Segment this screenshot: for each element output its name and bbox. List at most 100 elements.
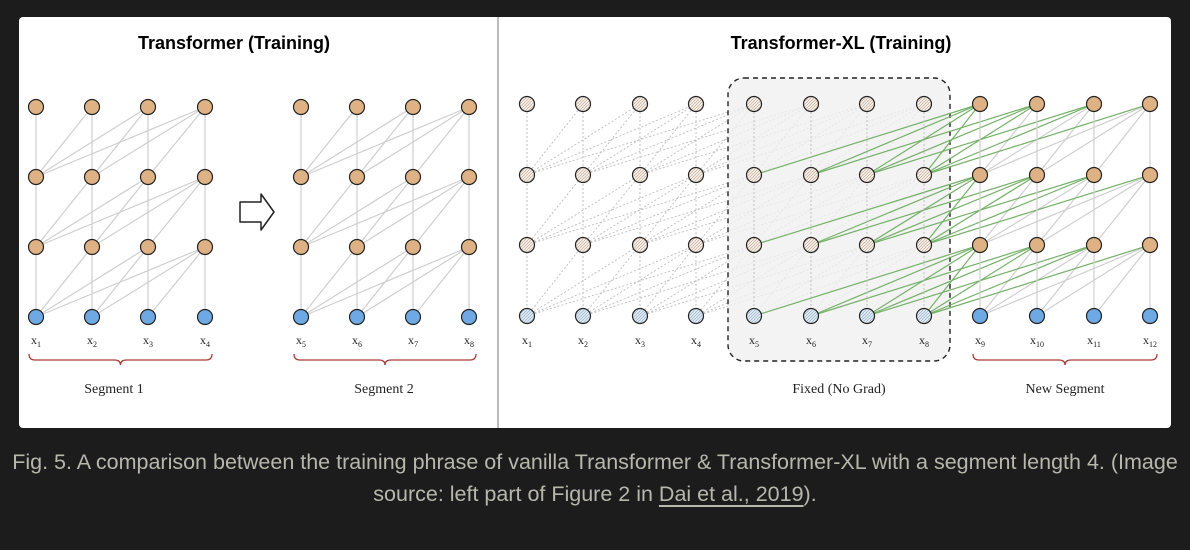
- attention-edge: [300, 106, 358, 178]
- hidden-node: [196, 238, 214, 256]
- attention-edge: [412, 246, 470, 318]
- hatch-overlay: [633, 238, 647, 252]
- hidden-node: [1028, 166, 1046, 184]
- attention-edge: [412, 106, 470, 178]
- attention-edges: [35, 103, 1151, 318]
- cached-memory-edge: [866, 174, 1038, 246]
- memory-edge: [582, 103, 755, 176]
- new-segment-brace: [972, 353, 1158, 366]
- hidden-node: [1028, 236, 1046, 254]
- hidden-node: [348, 238, 366, 256]
- right-panel-title: Transformer-XL (Training): [731, 33, 952, 53]
- hidden-node: [139, 98, 157, 116]
- hidden-node: [27, 238, 45, 256]
- hatch-overlay: [633, 309, 647, 323]
- cached-memory-edge: [923, 244, 1095, 317]
- hidden-node: [404, 238, 422, 256]
- input-node: [139, 308, 157, 326]
- memory-edge: [526, 103, 641, 176]
- hatch-overlay: [576, 168, 590, 182]
- memory-edge: [582, 244, 641, 317]
- attention-edge: [300, 176, 358, 248]
- hatch-overlay: [860, 238, 874, 252]
- hatch-overlay: [860, 168, 874, 182]
- hatch-overlay: [860, 97, 874, 111]
- citation-link[interactable]: Dai et al., 2019: [658, 482, 804, 506]
- input-node: [460, 308, 478, 326]
- attention-edge: [356, 176, 414, 248]
- memory-edge: [695, 174, 755, 246]
- attention-edge: [1093, 244, 1151, 317]
- hidden-node: [1141, 166, 1159, 184]
- memory-edge: [639, 103, 812, 176]
- hatch-overlay: [747, 309, 761, 323]
- attention-edge: [35, 246, 93, 318]
- cached-memory-edge: [923, 103, 1095, 176]
- token-label: x8: [919, 333, 929, 349]
- hidden-node: [460, 168, 478, 186]
- hidden-node: [348, 98, 366, 116]
- hidden-node: [83, 238, 101, 256]
- memory-edge: [639, 174, 697, 246]
- token-label: x7: [408, 333, 418, 349]
- hidden-node: [292, 98, 310, 116]
- token-label: x5: [296, 333, 306, 349]
- memory-edge: [526, 103, 755, 176]
- hatch-overlay: [633, 97, 647, 111]
- token-label: x1: [522, 333, 532, 349]
- input-node: [83, 308, 101, 326]
- vertical-connections: [35, 104, 1151, 317]
- hidden-node: [404, 168, 422, 186]
- hatch-overlay: [689, 238, 703, 252]
- token-label: x3: [635, 333, 645, 349]
- memory-edge: [526, 174, 584, 246]
- hatch-overlay: [520, 238, 534, 252]
- hatch-overlay: [576, 238, 590, 252]
- attention-edge: [35, 106, 93, 178]
- hatch-overlay: [689, 309, 703, 323]
- memory-edge: [526, 103, 697, 176]
- caption-text: Fig. 5. A comparison between the trainin…: [12, 450, 1178, 506]
- cached-memory-edge: [810, 103, 1038, 176]
- input-node: [292, 308, 310, 326]
- hidden-node: [196, 168, 214, 186]
- input-node: [971, 307, 989, 325]
- attention-edge: [412, 176, 470, 248]
- hatch-overlay: [689, 97, 703, 111]
- token-label: x2: [578, 333, 588, 349]
- token-label: x9: [975, 333, 985, 349]
- hidden-node: [460, 98, 478, 116]
- hatch-overlay: [917, 238, 931, 252]
- attention-edge: [91, 176, 149, 248]
- hatch-overlay: [804, 97, 818, 111]
- nodes: [27, 95, 1159, 326]
- hidden-node: [971, 95, 989, 113]
- hatch-overlay: [917, 168, 931, 182]
- attention-edge: [979, 174, 1151, 246]
- hidden-node: [460, 238, 478, 256]
- memory-edge: [526, 174, 755, 246]
- token-labels: x1 x2 x3 x4 x5 x6 x7 x8 x1 x2 x3 x4 x5 x6 x7 x8 x9 x10 x11…: [31, 333, 1157, 349]
- hidden-node: [27, 168, 45, 186]
- attention-edge: [356, 106, 414, 178]
- hidden-node: [83, 168, 101, 186]
- hatch-overlay: [860, 309, 874, 323]
- token-label: x7: [862, 333, 872, 349]
- memory-edge: [526, 244, 641, 317]
- attention-edge: [91, 246, 149, 318]
- memory-edge: [639, 244, 812, 317]
- input-node: [1141, 307, 1159, 325]
- fixed-no-grad-label: Fixed (No Grad): [792, 382, 886, 397]
- input-node: [1085, 307, 1103, 325]
- token-label: x6: [806, 333, 816, 349]
- left-panel-title: Transformer (Training): [138, 33, 330, 53]
- token-label: x3: [143, 333, 153, 349]
- attention-edge: [147, 176, 206, 248]
- hidden-node: [292, 168, 310, 186]
- hidden-node: [348, 168, 366, 186]
- token-label: x4: [200, 333, 210, 349]
- cached-memory-edge: [866, 103, 1038, 176]
- token-label: x2: [87, 333, 97, 349]
- attention-edge: [91, 106, 149, 178]
- token-label: x12: [1143, 333, 1157, 349]
